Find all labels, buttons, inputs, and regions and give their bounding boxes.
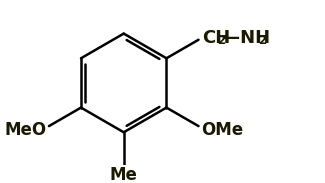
Text: 2: 2 [217,34,226,47]
Text: Me: Me [110,166,138,183]
Text: —NH: —NH [222,29,270,47]
Text: 2: 2 [258,34,266,47]
Text: OMe: OMe [201,121,243,139]
Text: CH: CH [202,29,230,47]
Text: MeO: MeO [4,121,46,139]
